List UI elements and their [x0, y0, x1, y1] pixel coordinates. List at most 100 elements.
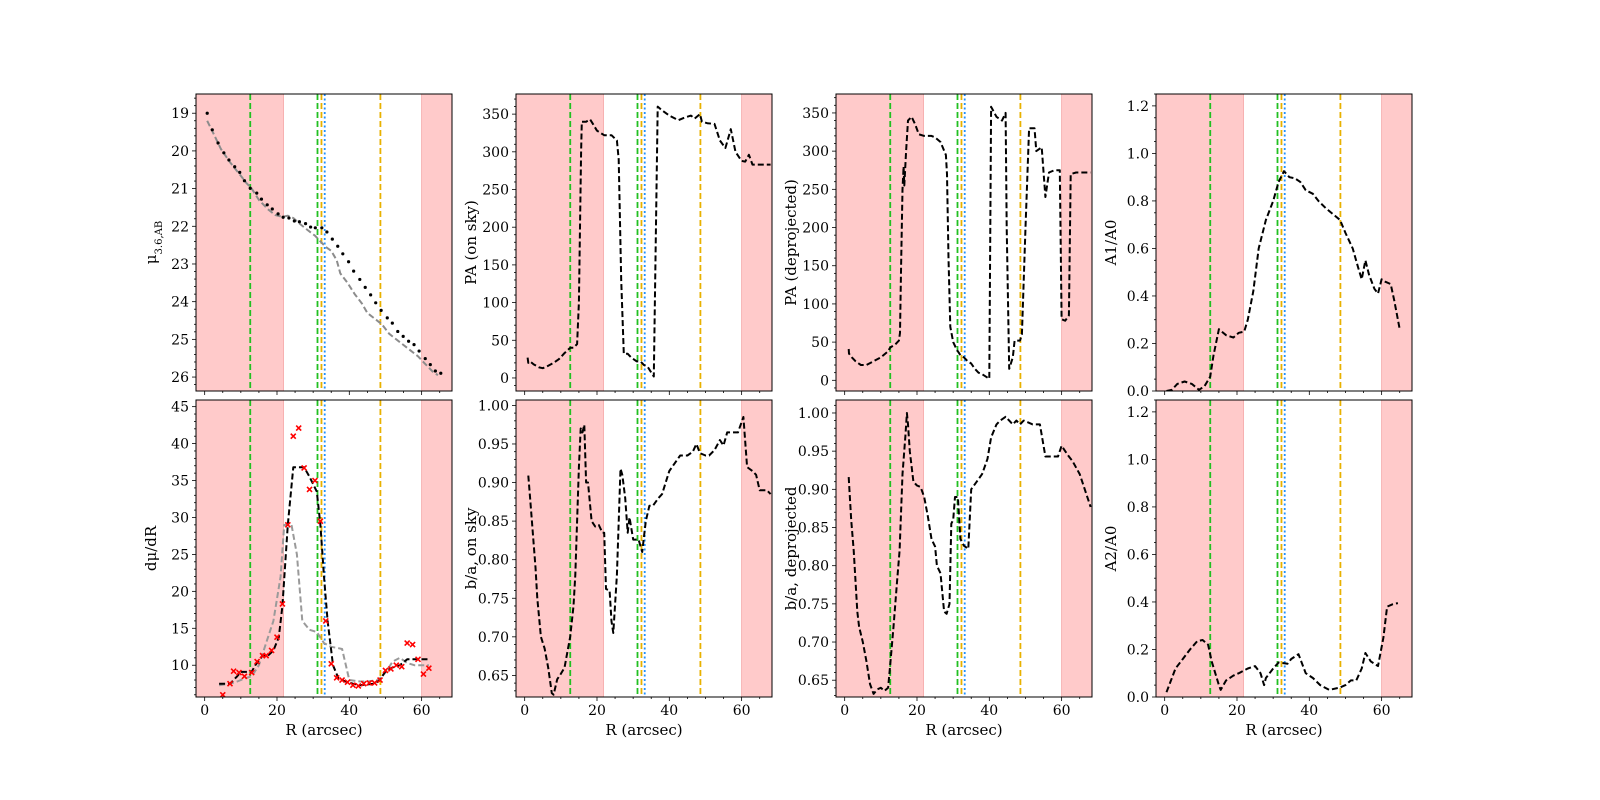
data-point: [248, 186, 252, 190]
data-point-cross: [344, 679, 351, 686]
series-line: [1165, 602, 1399, 693]
data-point-cross: [393, 662, 400, 669]
series-line: [527, 416, 772, 696]
subplot: 0 50 100 150 200 250 300 350 PA (deprojected): [782, 93, 1093, 395]
shaded-region: [421, 94, 452, 391]
y-tick-label: 0.95: [798, 444, 829, 460]
plot-area: [836, 400, 1092, 697]
y-tick-label: 0.85: [798, 521, 829, 537]
x-tick-label: 40: [340, 703, 358, 719]
y-tick-label: 0: [500, 371, 509, 387]
data-point-cross: [322, 617, 329, 624]
data-point: [379, 308, 383, 312]
data-point: [346, 260, 351, 264]
y-axis-label: PA (deprojected): [782, 179, 800, 306]
data-point: [292, 219, 296, 223]
data-point: [238, 170, 242, 174]
x-tick-label: 60: [413, 703, 431, 719]
y-tick-label: 20: [171, 144, 189, 160]
data-point: [222, 151, 226, 155]
data-point: [297, 220, 302, 224]
data-point-cross: [284, 521, 291, 528]
y-tick-label: 35: [171, 474, 189, 490]
y-tick-label: 100: [482, 296, 509, 312]
x-tick-label: 0: [840, 703, 849, 719]
y-tick-label: 19: [171, 106, 189, 122]
subplot: 0 20 40 60 0.65 0.70 0.75 0.80 0.85 0.90 0.95 1.00 b…: [462, 398, 773, 739]
y-tick-label: 150: [802, 259, 829, 275]
subplot: 19 20 21 22 23 24 25 26 μ3.6,AB: [142, 93, 453, 395]
series-line: [218, 523, 429, 687]
y-tick-label: 0.8: [1127, 500, 1149, 516]
data-point: [233, 165, 237, 169]
y-tick-label: 0.65: [478, 668, 509, 684]
data-point-cross: [254, 658, 261, 665]
x-tick-label: 40: [980, 703, 998, 719]
plot-area: [1156, 94, 1412, 391]
y-tick-label: 26: [171, 370, 189, 386]
data-point: [417, 349, 421, 353]
data-point-cross: [295, 425, 302, 432]
shaded-region: [1381, 400, 1412, 697]
x-tick-label: 60: [1053, 703, 1071, 719]
data-point-cross: [398, 663, 405, 670]
x-tick-label: 60: [733, 703, 751, 719]
y-tick-label: 21: [171, 182, 189, 198]
data-point: [385, 316, 389, 320]
data-point-cross: [409, 641, 416, 648]
data-point: [205, 111, 209, 115]
y-tick-label: 0.6: [1127, 241, 1149, 257]
y-tick-label: 0.70: [798, 635, 829, 651]
x-tick-label: 40: [1300, 703, 1318, 719]
data-point-cross: [360, 680, 367, 687]
y-axis-label-main: A1/A0: [1102, 220, 1120, 267]
x-axis-label: R (arcsec): [1245, 721, 1322, 739]
data-point: [313, 226, 317, 230]
shaded-region: [516, 94, 604, 391]
y-tick-label: 1.2: [1127, 405, 1149, 421]
y-tick-label: 300: [482, 145, 509, 161]
y-tick-label: 40: [171, 437, 189, 453]
y-axis-label-main: b/a, deprojected: [782, 486, 800, 610]
y-tick-label: 0.70: [478, 630, 509, 646]
y-tick-label: 1.00: [478, 398, 509, 414]
data-point: [242, 179, 247, 183]
y-tick-label: 0.80: [798, 559, 829, 575]
x-tick-label: 40: [660, 703, 678, 719]
x-tick-label: 60: [1373, 703, 1391, 719]
y-tick-label: 50: [491, 333, 509, 349]
subplot: 0.0 0.2 0.4 0.6 0.8 1.0 1.2 A1/A0: [1102, 93, 1413, 400]
series-line: [1166, 170, 1401, 391]
y-tick-label: 250: [482, 183, 509, 199]
y-tick-label: 20: [171, 584, 189, 600]
y-tick-label: 1.0: [1127, 146, 1149, 162]
data-point: [412, 343, 416, 347]
data-point-cross: [273, 634, 281, 641]
data-point: [352, 269, 356, 273]
y-tick-label: 0.65: [798, 673, 829, 689]
y-axis-label-main: PA (on sky): [462, 200, 480, 285]
y-axis-label-main: μ: [142, 254, 160, 264]
data-point: [396, 329, 400, 334]
data-point-cross: [279, 600, 286, 607]
y-axis-label: A2/A0: [1102, 526, 1120, 573]
data-point-cross: [355, 682, 362, 689]
data-point: [265, 203, 269, 207]
data-point: [309, 225, 313, 229]
y-tick-label: 0.4: [1127, 289, 1149, 305]
y-tick-label: 0.75: [798, 597, 829, 613]
data-point-cross: [420, 671, 427, 678]
data-point-cross: [317, 518, 324, 525]
data-point-cross: [387, 665, 394, 672]
data-point-cross: [425, 665, 432, 672]
data-point-cross: [404, 640, 411, 647]
y-tick-label: 0.8: [1127, 194, 1149, 210]
data-point-cross: [333, 674, 340, 681]
y-tick-label: 0.90: [478, 476, 509, 492]
series-line: [219, 466, 429, 687]
y-axis-label: PA (on sky): [462, 200, 480, 285]
data-point-cross: [241, 673, 248, 680]
data-point: [358, 277, 362, 282]
data-point: [216, 141, 220, 145]
y-tick-label: 1.2: [1127, 99, 1149, 115]
